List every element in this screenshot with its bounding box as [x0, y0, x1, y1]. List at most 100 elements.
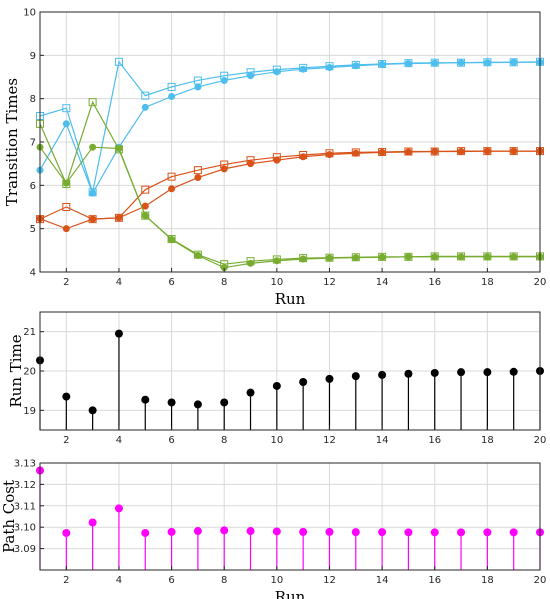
- stem-point: [509, 528, 518, 537]
- y-tick-label: 3.11: [14, 501, 36, 512]
- path-cost-ylabel: Path Cost: [0, 480, 18, 553]
- data-point: [351, 60, 360, 69]
- run-time-ticks: 2 4 6 8 10 12 14 16 18 20 19 20 21: [23, 327, 546, 446]
- data-point: [352, 62, 360, 70]
- data-point: [509, 58, 518, 67]
- stem-point: [404, 369, 413, 378]
- data-point: [272, 153, 281, 162]
- data-point: [246, 68, 255, 77]
- x-tick-label: 12: [323, 435, 336, 446]
- stem-point: [272, 527, 281, 536]
- data-point: [483, 147, 492, 156]
- y-tick-label: 21: [23, 327, 36, 338]
- data-point: [167, 235, 176, 244]
- data-point: [246, 156, 255, 165]
- path-cost-grid: [40, 462, 541, 570]
- stem-point: [141, 528, 150, 537]
- data-point: [88, 98, 97, 107]
- data-point: [220, 76, 228, 84]
- path-cost-axes-frame: [39, 462, 541, 571]
- x-tick-label: 18: [481, 435, 494, 446]
- x-tick-label: 16: [428, 575, 441, 586]
- series-line: [39, 146, 540, 269]
- data-point: [378, 60, 387, 68]
- x-tick-label: 6: [168, 575, 174, 586]
- y-tick-label: 9: [30, 51, 36, 62]
- stem-point: [299, 378, 308, 387]
- data-point: [509, 147, 518, 156]
- x-tick-label: 16: [428, 435, 441, 446]
- stem-point: [457, 528, 466, 537]
- series-3-circle: [36, 147, 544, 233]
- data-point: [88, 188, 97, 197]
- data-point: [457, 58, 466, 67]
- x-tick-label: 12: [323, 277, 336, 288]
- data-point: [299, 255, 307, 263]
- stem-point: [272, 381, 281, 390]
- series-4-square: [36, 147, 544, 224]
- data-point: [404, 59, 413, 68]
- x-tick-label: 10: [270, 277, 283, 288]
- data-point: [351, 253, 360, 262]
- data-point: [272, 65, 281, 74]
- data-point: [351, 148, 360, 157]
- data-point: [220, 165, 228, 173]
- stem-point: [430, 368, 439, 377]
- series-line: [39, 100, 540, 265]
- stem-point: [141, 395, 150, 404]
- x-tick-label: 20: [534, 575, 547, 586]
- stem-point: [483, 528, 492, 537]
- series-line: [39, 60, 541, 193]
- data-point: [114, 57, 123, 66]
- data-point: [62, 120, 70, 128]
- stem-point: [220, 526, 229, 535]
- y-tick-label: 3.10: [14, 523, 36, 534]
- data-point: [141, 202, 149, 210]
- x-tick-label: 8: [221, 435, 227, 446]
- data-point: [483, 252, 492, 261]
- x-tick-label: 4: [116, 575, 122, 586]
- data-point: [88, 215, 97, 224]
- x-tick-label: 14: [376, 435, 389, 446]
- y-tick-label: 10: [23, 8, 36, 19]
- y-tick-label: 3.13: [14, 459, 36, 470]
- stem-point: [88, 406, 97, 415]
- stem-point: [509, 367, 518, 376]
- data-point: [325, 62, 334, 71]
- transition-times-panel: 2 4 6 8 10 12 14 16 18 20 4 5 6 7 8 9 10 Run Transition …: [3, 8, 546, 309]
- stem-point: [193, 527, 202, 536]
- stem-point: [378, 370, 387, 379]
- x-tick-label: 14: [376, 277, 389, 288]
- stem-point: [325, 374, 334, 383]
- data-point: [167, 82, 176, 91]
- data-point: [220, 160, 229, 169]
- x-tick-label: 16: [428, 277, 441, 288]
- data-point: [299, 63, 308, 72]
- data-point: [325, 149, 334, 158]
- data-point: [114, 213, 123, 222]
- stem-point: [220, 398, 229, 407]
- series-line: [39, 150, 540, 220]
- x-tick-label: 6: [168, 435, 174, 446]
- path-cost-panel: 2 4 6 8 10 12 14 16 18 20 3.09 3.10 3.11 3.12 3.13 Run…: [0, 459, 546, 599]
- path-cost-stems: [36, 466, 544, 570]
- stem-point: [193, 400, 202, 409]
- data-point: [193, 166, 202, 175]
- stem-point: [430, 528, 439, 537]
- series-2-square: [36, 57, 544, 197]
- stem-point: [378, 528, 387, 537]
- data-point: [62, 203, 71, 211]
- series-6-square: [36, 98, 544, 269]
- y-tick-label: 3.09: [14, 544, 36, 555]
- data-point: [378, 147, 387, 156]
- series-1-circle: [36, 58, 544, 197]
- stem-point: [483, 368, 492, 377]
- y-tick-label: 8: [30, 94, 36, 105]
- transition-times-ticks: 2 4 6 8 10 12 14 16 18 20 4 5 6 7 8 9 10: [23, 8, 546, 289]
- data-point: [509, 252, 518, 261]
- data-point: [325, 253, 334, 262]
- x-tick-label: 2: [63, 277, 69, 288]
- transition-times-series: [36, 57, 544, 272]
- x-tick-label: 20: [534, 277, 547, 288]
